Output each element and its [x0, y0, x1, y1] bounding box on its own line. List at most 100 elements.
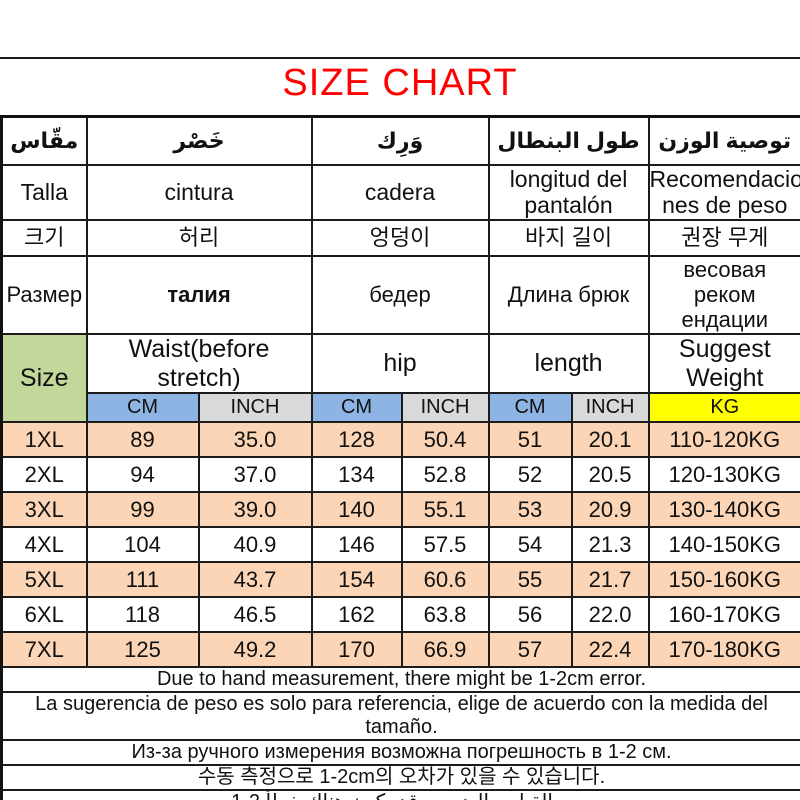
- cell-hip-inch: 66.9: [400, 631, 490, 669]
- note-row-korean: 수동 측정으로 1-2cm의 오차가 있을 수 있습니다.: [0, 764, 800, 792]
- cell-hip-cm: 154: [310, 561, 403, 599]
- header-arabic-length: طول البنطال: [487, 115, 650, 166]
- cell-length-cm: 53: [487, 491, 573, 529]
- cell-length-inch: 22.0: [570, 596, 650, 634]
- header-korean-hip: 엉덩이: [310, 218, 490, 257]
- header-arabic-weight: توصية الوزن: [647, 115, 800, 166]
- note-row-arabic: بسبب القياس اليدوي ، قد يكون هناك خطأ 2-…: [0, 789, 800, 800]
- table-row-2xl: 2XL 94 37.0 134 52.8 52 20.5 120-130KG: [0, 456, 800, 494]
- header-arabic-size: مقّاس: [0, 115, 88, 166]
- header-korean-size: 크기: [0, 218, 88, 257]
- cell-hip-cm: 170: [310, 631, 403, 669]
- cell-waist-cm: 104: [85, 526, 200, 564]
- note-row-english: Due to hand measurement, there might be …: [0, 666, 800, 694]
- header-spanish-weight: Recomendacio nes de peso: [647, 164, 800, 221]
- cell-weight: 140-150KG: [647, 526, 800, 564]
- cell-size: 6XL: [0, 596, 88, 634]
- cell-length-inch: 20.1: [570, 421, 650, 459]
- cell-hip-cm: 162: [310, 596, 403, 634]
- header-korean-waist: 허리: [85, 218, 313, 257]
- cell-waist-cm: 111: [85, 561, 200, 599]
- unit-hip-inch: INCH: [400, 392, 490, 424]
- unit-weight-kg: KG: [647, 392, 800, 424]
- header-row-spanish: Talla cintura cadera longitud del pantal…: [0, 164, 800, 221]
- cell-length-cm: 54: [487, 526, 573, 564]
- units-row: CM INCH CM INCH CM INCH KG: [2, 392, 800, 424]
- table-row-4xl: 4XL 104 40.9 146 57.5 54 21.3 140-150KG: [0, 526, 800, 564]
- note-korean: 수동 측정으로 1-2cm의 오차가 있을 수 있습니다.: [0, 764, 800, 792]
- header-spanish-waist: cintura: [85, 164, 313, 221]
- header-korean-length: 바지 길이: [487, 218, 650, 257]
- cell-hip-inch: 57.5: [400, 526, 490, 564]
- cell-waist-cm: 94: [85, 456, 200, 494]
- note-spanish: La sugerencia de peso es solo para refer…: [0, 691, 800, 742]
- header-arabic-hip: وَرِك: [310, 115, 490, 166]
- unit-hip-cm: CM: [310, 392, 403, 424]
- note-row-russian: Из-за ручного измерения возможна погрешн…: [0, 739, 800, 767]
- cell-length-cm: 55: [487, 561, 573, 599]
- cell-waist-inch: 39.0: [197, 491, 313, 529]
- cell-hip-inch: 60.6: [400, 561, 490, 599]
- header-russian-waist: талия: [85, 254, 313, 335]
- cell-length-inch: 21.3: [570, 526, 650, 564]
- cell-length-inch: 22.4: [570, 631, 650, 669]
- cell-length-inch: 20.5: [570, 456, 650, 494]
- cell-size: 4XL: [0, 526, 88, 564]
- header-english-weight: Suggest Weight: [647, 332, 800, 395]
- cell-length-cm: 57: [487, 631, 573, 669]
- unit-waist-cm: CM: [85, 392, 200, 424]
- header-korean-weight: 권장 무게: [647, 218, 800, 257]
- cell-hip-inch: 52.8: [400, 456, 490, 494]
- cell-hip-inch: 63.8: [400, 596, 490, 634]
- cell-hip-cm: 146: [310, 526, 403, 564]
- note-arabic: بسبب القياس اليدوي ، قد يكون هناك خطأ 2-…: [0, 789, 800, 800]
- header-russian-hip: бедер: [310, 254, 490, 335]
- unit-length-cm: CM: [487, 392, 573, 424]
- table-row-5xl: 5XL 111 43.7 154 60.6 55 21.7 150-160KG: [0, 561, 800, 599]
- cell-size: 1XL: [0, 421, 88, 459]
- cell-length-inch: 20.9: [570, 491, 650, 529]
- cell-waist-cm: 89: [85, 421, 200, 459]
- cell-hip-cm: 140: [310, 491, 403, 529]
- table-row-6xl: 6XL 118 46.5 162 63.8 56 22.0 160-170KG: [0, 596, 800, 634]
- cell-weight: 160-170KG: [647, 596, 800, 634]
- table-row-3xl: 3XL 99 39.0 140 55.1 53 20.9 130-140KG: [0, 491, 800, 529]
- header-row-korean: 크기 허리 엉덩이 바지 길이 권장 무게: [0, 218, 800, 257]
- cell-weight: 120-130KG: [647, 456, 800, 494]
- cell-hip-inch: 55.1: [400, 491, 490, 529]
- cell-size: 2XL: [0, 456, 88, 494]
- header-russian-size: Размер: [0, 254, 88, 335]
- top-divider-line: [0, 57, 800, 59]
- header-english-hip: hip: [310, 332, 490, 395]
- header-english-size: Size: [0, 332, 88, 424]
- cell-weight: 110-120KG: [647, 421, 800, 459]
- table-row-7xl: 7XL 125 49.2 170 66.9 57 22.4 170-180KG: [0, 631, 800, 669]
- header-spanish-hip: cadera: [310, 164, 490, 221]
- note-row-spanish: La sugerencia de peso es solo para refer…: [0, 691, 800, 742]
- note-russian: Из-за ручного измерения возможна погрешн…: [0, 739, 800, 767]
- cell-hip-cm: 128: [310, 421, 403, 459]
- cell-length-cm: 52: [487, 456, 573, 494]
- header-english-waist: Waist(before stretch): [85, 332, 313, 395]
- cell-size: 3XL: [0, 491, 88, 529]
- cell-length-cm: 51: [487, 421, 573, 459]
- unit-waist-inch: INCH: [197, 392, 313, 424]
- cell-weight: 130-140KG: [647, 491, 800, 529]
- header-row-russian: Размер талия бедер Длина брюк весовая ре…: [0, 254, 800, 335]
- cell-weight: 170-180KG: [647, 631, 800, 669]
- size-chart-table: مقّاس خَصْر وَرِك طول البنطال توصية الوز…: [0, 115, 800, 800]
- header-row-english: Size Waist(before stretch) hip length Su…: [0, 332, 800, 424]
- unit-length-inch: INCH: [570, 392, 650, 424]
- cell-hip-inch: 50.4: [400, 421, 490, 459]
- header-arabic-waist: خَصْر: [85, 115, 313, 166]
- cell-waist-inch: 46.5: [197, 596, 313, 634]
- header-spanish-length: longitud del pantalón: [487, 164, 650, 221]
- note-english: Due to hand measurement, there might be …: [0, 666, 800, 694]
- cell-length-cm: 56: [487, 596, 573, 634]
- cell-waist-inch: 37.0: [197, 456, 313, 494]
- cell-waist-inch: 40.9: [197, 526, 313, 564]
- cell-weight: 150-160KG: [647, 561, 800, 599]
- cell-hip-cm: 134: [310, 456, 403, 494]
- cell-waist-inch: 35.0: [197, 421, 313, 459]
